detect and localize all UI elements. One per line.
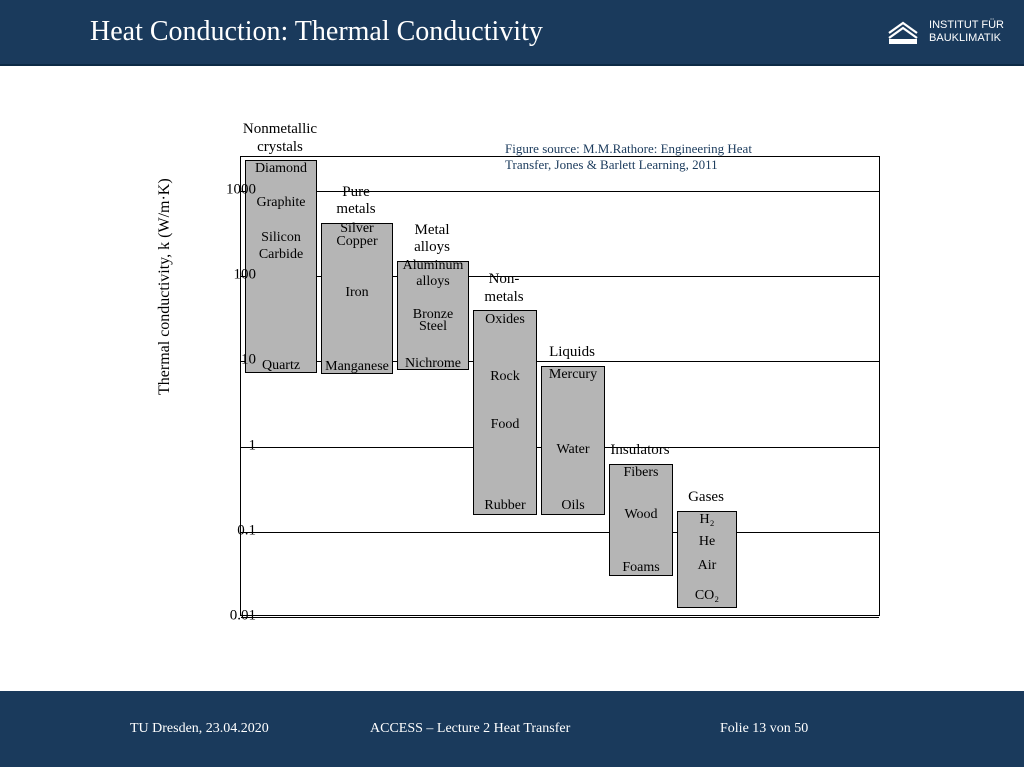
gridline [241, 617, 879, 618]
footer-left: TU Dresden, 23.04.2020 [130, 721, 269, 737]
category-bar [541, 366, 605, 515]
gridline [241, 532, 879, 533]
figure-source-note: Figure source: M.M.Rathore: Engineering … [505, 141, 752, 174]
category-header: Insulators [610, 442, 669, 459]
material-label: Air [698, 558, 717, 574]
logo-line2: BAUKLIMATIK [929, 32, 1004, 45]
material-label: Steel [419, 319, 447, 335]
material-label: CO₂ [695, 588, 719, 604]
ytick-label: 100 [234, 267, 257, 284]
material-label: Diamond [255, 161, 307, 177]
material-label: Mercury [549, 367, 597, 383]
category-header: Gases [688, 489, 724, 506]
bauklimatik-icon [885, 17, 921, 47]
y-axis-label: Thermal conductivity, k (W/m·K) [156, 178, 174, 395]
material-label: Nichrome [405, 356, 461, 372]
material-label: Aluminum alloys [403, 258, 464, 290]
logo-line1: INSTITUT FÜR [929, 19, 1004, 32]
slide-title: Heat Conduction: Thermal Conductivity [90, 16, 543, 48]
footer-center: ACCESS – Lecture 2 Heat Transfer [370, 721, 570, 737]
material-label: Silicon Carbide [259, 230, 303, 262]
institute-logo: INSTITUT FÜR BAUKLIMATIK [885, 17, 1004, 47]
ytick-label: 0.1 [237, 522, 256, 539]
category-header: Non- metals [484, 271, 523, 306]
category-header: Nonmetallic crystals [243, 121, 317, 156]
ytick-label: 0.01 [230, 608, 256, 625]
category-bar [473, 310, 537, 514]
plot-box: DiamondGraphiteSilicon CarbideQuartzSilv… [240, 156, 880, 616]
material-label: Wood [624, 507, 657, 523]
logo-text: INSTITUT FÜR BAUKLIMATIK [929, 19, 1004, 44]
material-label: Foams [622, 560, 659, 576]
slide-content: Thermal conductivity, k (W/m·K) Diamond G… [0, 66, 1024, 691]
material-label: Graphite [257, 195, 306, 211]
material-label: Iron [345, 285, 368, 301]
material-label: Rubber [484, 498, 525, 514]
material-label: Copper [336, 234, 377, 250]
category-header: Pure metals [336, 184, 375, 219]
material-label: Fibers [624, 465, 659, 481]
ytick-label: 10 [241, 352, 256, 369]
slide-footer: TU Dresden, 23.04.2020 ACCESS – Lecture … [0, 691, 1024, 767]
material-label: He [699, 534, 715, 550]
material-label: Water [556, 442, 589, 458]
material-label: Food [491, 417, 520, 433]
ytick-label: 1 [249, 437, 257, 454]
material-label: Manganese [325, 359, 389, 375]
footer-right: Folie 13 von 50 [720, 721, 808, 737]
slide-header: Heat Conduction: Thermal Conductivity IN… [0, 0, 1024, 66]
material-label: Quartz [262, 358, 300, 374]
category-header: Metal alloys [414, 222, 450, 257]
material-label: H₂ [700, 512, 715, 528]
ytick-label: 1000 [226, 182, 256, 199]
material-label: Oils [561, 498, 584, 514]
chart-area: Thermal conductivity, k (W/m·K) DiamondG… [180, 96, 900, 676]
material-label: Oxides [485, 312, 525, 328]
category-header: Liquids [549, 344, 595, 361]
material-label: Rock [490, 369, 520, 385]
